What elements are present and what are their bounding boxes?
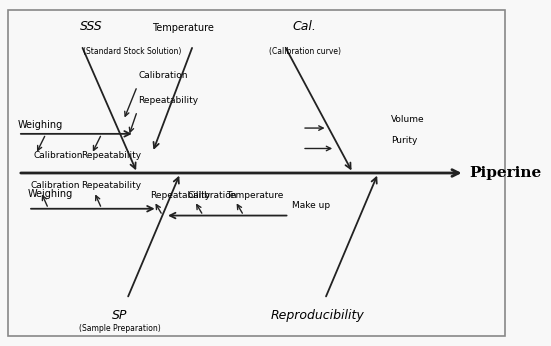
Text: Calibration: Calibration (138, 71, 188, 80)
Text: (Calibration curve): (Calibration curve) (269, 47, 341, 56)
Text: Repeatability: Repeatability (82, 151, 142, 160)
Text: Cal.: Cal. (293, 20, 317, 34)
Text: Volume: Volume (391, 115, 424, 124)
Text: Weighing: Weighing (28, 189, 73, 199)
Text: Temperature: Temperature (152, 24, 214, 34)
Text: Make up: Make up (292, 201, 330, 210)
Text: Calibration: Calibration (31, 181, 80, 190)
Text: Repeatability: Repeatability (150, 191, 210, 200)
Text: (Standard Stock Solution): (Standard Stock Solution) (83, 47, 181, 56)
Text: Temperature: Temperature (226, 191, 283, 200)
Text: Repeatability: Repeatability (138, 96, 198, 105)
Text: Calibration: Calibration (188, 191, 237, 200)
Text: Reproducibility: Reproducibility (271, 309, 364, 322)
Text: Piperine: Piperine (469, 166, 542, 180)
Text: (Sample Preparation): (Sample Preparation) (79, 325, 160, 334)
Text: Weighing: Weighing (18, 120, 63, 130)
Text: SSS: SSS (80, 20, 103, 34)
Text: SP: SP (112, 309, 127, 322)
Text: Calibration: Calibration (33, 151, 83, 160)
Text: Purity: Purity (391, 136, 417, 145)
Text: Repeatability: Repeatability (82, 181, 142, 190)
